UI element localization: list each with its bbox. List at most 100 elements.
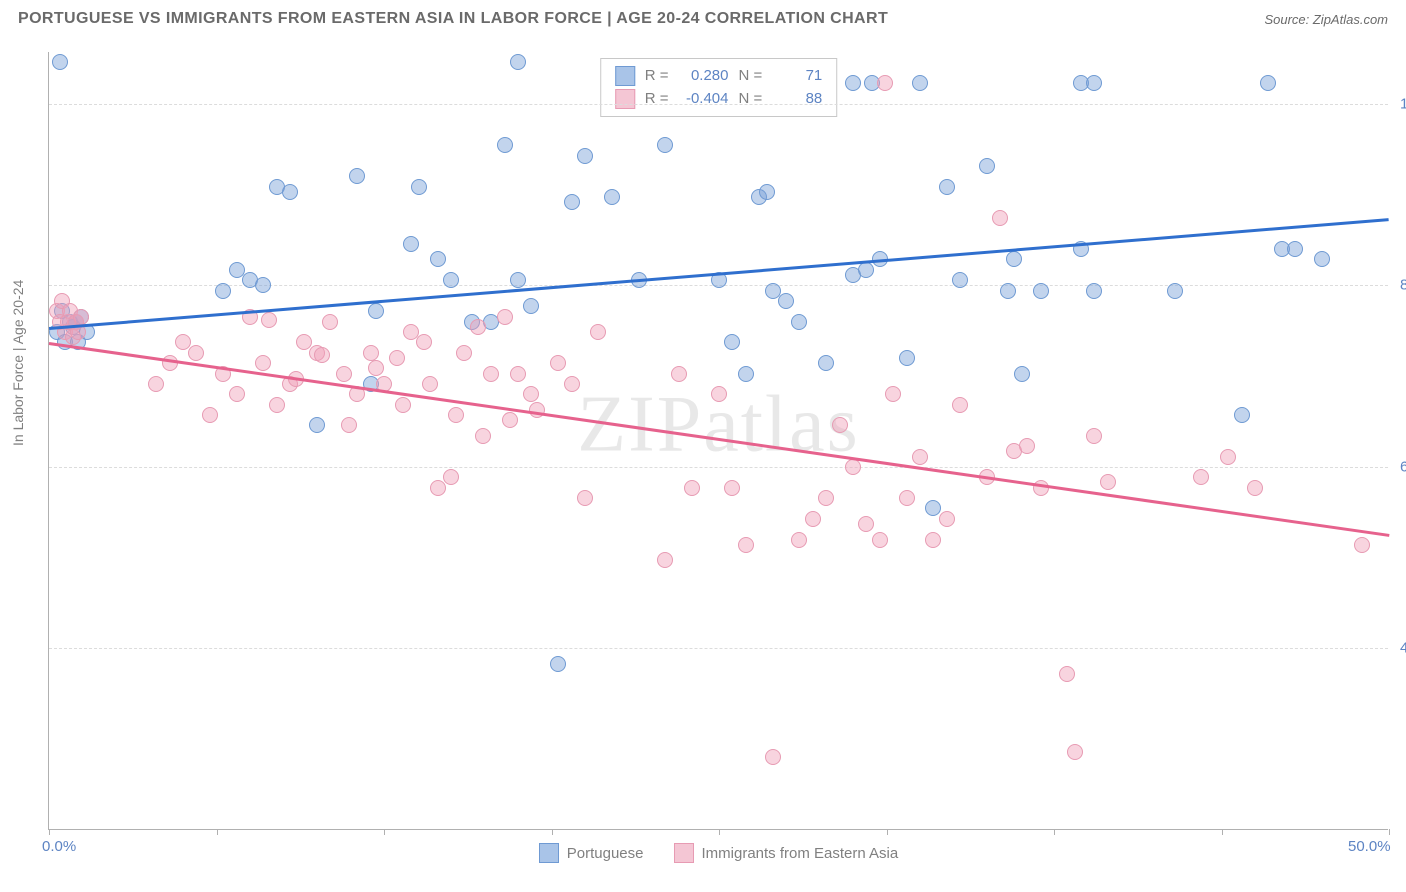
scatter-chart: ZIPatlas R = 0.280 N = 71 R = -0.404 N =…	[48, 52, 1388, 830]
data-point-series-1	[443, 272, 459, 288]
data-point-series-2	[389, 350, 405, 366]
y-tick-label: 82.5%	[1392, 277, 1406, 294]
data-point-series-2	[671, 366, 687, 382]
data-point-series-1	[255, 277, 271, 293]
data-point-series-1	[738, 366, 754, 382]
data-point-series-2	[832, 417, 848, 433]
trendline-series-2	[49, 342, 1389, 536]
data-point-series-2	[791, 532, 807, 548]
data-point-series-1	[510, 272, 526, 288]
data-point-series-1	[1086, 75, 1102, 91]
data-point-series-1	[497, 137, 513, 153]
data-point-series-1	[1006, 251, 1022, 267]
data-point-series-1	[1314, 251, 1330, 267]
data-point-series-1	[657, 137, 673, 153]
n-value: 88	[772, 88, 822, 111]
data-point-series-1	[939, 179, 955, 195]
data-point-series-1	[411, 179, 427, 195]
data-point-series-1	[791, 314, 807, 330]
data-point-series-2	[148, 376, 164, 392]
data-point-series-2	[188, 345, 204, 361]
data-point-series-2	[724, 480, 740, 496]
data-point-series-2	[368, 360, 384, 376]
stats-row-series-1: R = 0.280 N = 71	[615, 65, 823, 88]
data-point-series-1	[1167, 283, 1183, 299]
x-tick	[384, 829, 385, 835]
data-point-series-2	[456, 345, 472, 361]
r-label: R =	[645, 65, 669, 88]
r-value: -0.404	[679, 88, 729, 111]
data-point-series-1	[403, 236, 419, 252]
r-value: 0.280	[679, 65, 729, 88]
data-point-series-2	[577, 490, 593, 506]
swatch-series-2	[674, 843, 694, 863]
data-point-series-1	[1086, 283, 1102, 299]
swatch-series-1	[539, 843, 559, 863]
legend-item-series-2: Immigrants from Eastern Asia	[674, 843, 899, 863]
data-point-series-2	[529, 402, 545, 418]
data-point-series-1	[430, 251, 446, 267]
data-point-series-2	[497, 309, 513, 325]
data-point-series-1	[1000, 283, 1016, 299]
data-point-series-1	[952, 272, 968, 288]
data-point-series-2	[395, 397, 411, 413]
data-point-series-2	[590, 324, 606, 340]
data-point-series-2	[805, 511, 821, 527]
data-point-series-1	[309, 417, 325, 433]
n-label: N =	[739, 88, 763, 111]
x-axis-max-label: 50.0%	[1348, 838, 1391, 855]
n-value: 71	[772, 65, 822, 88]
data-point-series-1	[1014, 366, 1030, 382]
data-point-series-2	[765, 749, 781, 765]
data-point-series-1	[282, 184, 298, 200]
data-point-series-1	[759, 184, 775, 200]
data-point-series-1	[368, 303, 384, 319]
x-tick	[1054, 829, 1055, 835]
swatch-series-1	[615, 66, 635, 86]
gridline	[49, 104, 1388, 105]
y-axis-title: In Labor Force | Age 20-24	[10, 280, 26, 446]
data-point-series-2	[322, 314, 338, 330]
data-point-series-2	[992, 210, 1008, 226]
source-attribution: Source: ZipAtlas.com	[1264, 12, 1388, 27]
data-point-series-1	[523, 298, 539, 314]
data-point-series-2	[475, 428, 491, 444]
data-point-series-2	[899, 490, 915, 506]
data-point-series-2	[885, 386, 901, 402]
data-point-series-1	[724, 334, 740, 350]
data-point-series-2	[1019, 438, 1035, 454]
x-tick	[552, 829, 553, 835]
data-point-series-2	[470, 319, 486, 335]
data-point-series-2	[1086, 428, 1102, 444]
data-point-series-2	[269, 397, 285, 413]
n-label: N =	[739, 65, 763, 88]
data-point-series-2	[523, 386, 539, 402]
data-point-series-1	[818, 355, 834, 371]
data-point-series-2	[430, 480, 446, 496]
data-point-series-2	[1193, 469, 1209, 485]
data-point-series-2	[261, 312, 277, 328]
legend-label: Immigrants from Eastern Asia	[702, 845, 899, 862]
data-point-series-1	[899, 350, 915, 366]
x-tick	[1389, 829, 1390, 835]
data-point-series-2	[877, 75, 893, 91]
data-point-series-2	[845, 459, 861, 475]
data-point-series-1	[912, 75, 928, 91]
y-tick-label: 47.5%	[1392, 640, 1406, 657]
data-point-series-2	[1220, 449, 1236, 465]
data-point-series-1	[577, 148, 593, 164]
data-point-series-1	[349, 168, 365, 184]
data-point-series-1	[858, 262, 874, 278]
data-point-series-2	[510, 366, 526, 382]
data-point-series-2	[1059, 666, 1075, 682]
data-point-series-2	[502, 412, 518, 428]
data-point-series-2	[363, 345, 379, 361]
data-point-series-1	[1033, 283, 1049, 299]
swatch-series-2	[615, 89, 635, 109]
x-tick	[1222, 829, 1223, 835]
data-point-series-2	[255, 355, 271, 371]
x-tick	[887, 829, 888, 835]
data-point-series-2	[912, 449, 928, 465]
data-point-series-2	[684, 480, 700, 496]
x-tick	[719, 829, 720, 835]
